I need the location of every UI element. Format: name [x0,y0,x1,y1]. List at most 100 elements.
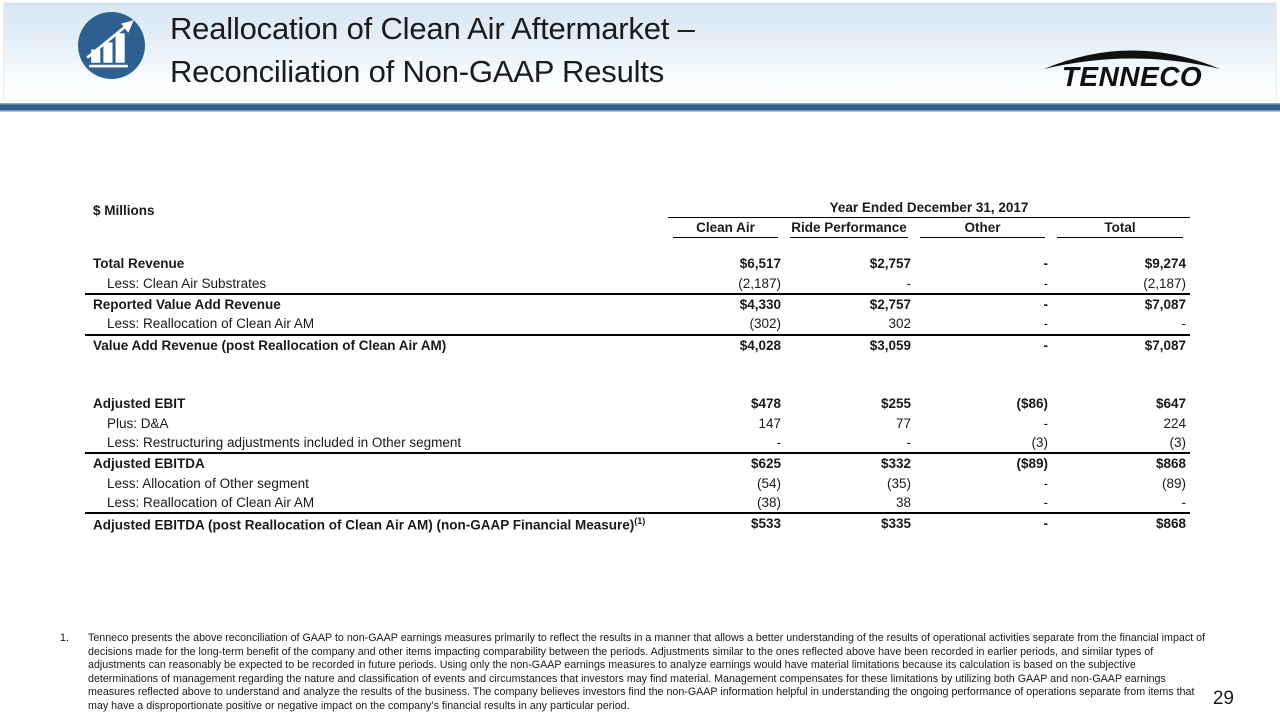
table-header-columns-row: Clean Air Ride Performance Other Total [85,219,1190,238]
value-cell: $3,059 [869,337,911,353]
value-cell: $2,757 [869,296,911,312]
revenue-section: Total Revenue $6,517 $2,757- $9,274 Less: Cl… [85,254,1190,355]
value-cell: $9,274 [1144,256,1186,272]
header-band [3,2,1277,101]
value-cell: - [1043,337,1049,353]
table-row: Reported Value Add Revenue $4,330 $2,757 - $… [85,292,1190,314]
value-cell: (89) [1161,475,1186,491]
value-cell: - [906,434,912,450]
footnote-reference: (1) [634,515,646,526]
value-cell: $332 [880,456,911,472]
row-label: Less: Clean Air Substrates [107,275,267,291]
value-cell: - [1043,495,1049,511]
header-divider-bar [0,103,1280,112]
table-row: Total Revenue $6,517 $2,757 - $9,274 [85,254,1190,273]
page-number: 29 [1212,688,1234,709]
value-cell: (38) [756,495,781,511]
value-cell: $7,087 [1144,296,1186,312]
footnote: 1. Tenneco presents the above reconcilia… [60,632,1206,714]
value-cell: ($86) [1016,396,1048,412]
header-spacer [85,219,668,238]
value-cell: (54) [756,475,781,491]
table-header-period-row: $ Millions Year Ended December 31, 2017 [85,200,1190,218]
value-cell: (35) [886,475,911,491]
row-label: Less: Allocation of Other segment [107,475,309,491]
table-row: Less: Restructuring adjustments included… [85,433,1190,452]
value-cell: - [776,434,782,450]
value-cell: - [1181,495,1187,511]
table-row: Less: Clean Air Substrates (2,187) - - (2,18… [85,273,1190,292]
value-cell: 38 [895,495,911,511]
table-row: Adjusted EBITDA (post Reallocation of Cl… [85,512,1190,533]
ebitda-section: Adjusted EBIT $478 $255 ($86) $647 Plus: D&A 1… [85,394,1190,534]
value-cell: - [1043,316,1049,332]
value-cell: - [1043,415,1049,431]
units-label: $ Millions [93,203,155,218]
value-cell: 147 [758,415,781,431]
value-cell: 77 [895,415,911,431]
column-header-total: Total [1052,219,1190,238]
value-cell: ($89) [1016,456,1048,472]
column-header-other: Other [915,219,1052,238]
bar-chart-arrow-icon [86,20,134,68]
title-line-2: Reconciliation of Non-GAAP Results [170,54,665,89]
table-row: Less: Allocation of Other segment (54) (35… [85,474,1190,493]
table-row: Adjusted EBIT $478 $255 ($86) $647 [85,394,1190,413]
footnote-text: Tenneco presents the above reconciliatio… [88,632,1206,712]
section-gap [85,355,1190,394]
value-cell: 302 [888,316,911,332]
title-line-1: Reallocation of Clean Air Aftermarket – [170,11,695,46]
row-label: Total Revenue [93,256,185,272]
value-cell: - [1181,316,1187,332]
value-cell: $868 [1155,456,1186,472]
row-label: Less: Reallocation of Clean Air AM [107,316,315,332]
footnote-number: 1. [60,632,69,644]
column-header-clean-air: Clean Air [668,219,785,238]
row-label: Reported Value Add Revenue [93,296,281,312]
value-cell: 224 [1163,415,1186,431]
tenneco-logo: TENNECO [1044,50,1220,92]
value-cell: $4,028 [739,337,781,353]
financial-table: $ Millions Year Ended December 31, 2017 … [85,200,1190,534]
growth-chart-icon [78,12,145,79]
value-cell: $7,087 [1144,337,1186,353]
table-row: Plus: D&A 147 77 - 224 [85,413,1190,432]
value-cell: - [1043,296,1049,312]
value-cell: $868 [1155,516,1186,532]
header-body-gap [85,238,1190,254]
value-cell: - [1043,516,1049,532]
value-cell: $6,517 [739,256,781,272]
value-cell: (2,187) [1143,275,1186,291]
table-row: Less: Reallocation of Clean Air AM (302) 3… [85,314,1190,333]
page-title: Reallocation of Clean Air Aftermarket – … [170,7,695,93]
row-label: Adjusted EBITDA [93,456,205,472]
value-cell: - [1043,475,1049,491]
value-cell: $478 [750,396,781,412]
value-cell: - [906,275,912,291]
value-cell: $255 [880,396,911,412]
row-label: Less: Reallocation of Clean Air AM [107,495,315,511]
row-label: Adjusted EBIT [93,396,186,412]
value-cell: (3) [1169,434,1187,450]
value-cell: $4,330 [739,296,781,312]
value-cell: $625 [750,456,781,472]
value-cell: - [1043,256,1049,272]
row-label: Less: Restructuring adjustments included… [107,434,462,450]
column-header-ride-performance: Ride Performance [785,219,915,238]
period-header: Year Ended December 31, 2017 [668,200,1190,218]
value-cell: (302) [749,316,781,332]
value-cell: $533 [750,516,781,532]
row-label: Plus: D&A [107,415,169,431]
table-row: Value Add Revenue (post Reallocation of … [85,333,1190,355]
tenneco-logo-text: TENNECO [1062,61,1202,92]
value-cell: $647 [1155,396,1186,412]
row-label: Value Add Revenue (post Reallocation of … [93,337,447,353]
value-cell: $2,757 [869,256,911,272]
table-row: Adjusted EBITDA $625 $332 ($89) $868 [85,452,1190,473]
value-cell: (2,187) [738,275,781,291]
row-label: Adjusted EBITDA (post Reallocation of Cl… [93,515,646,533]
value-cell: - [1043,275,1049,291]
value-cell: $335 [880,516,911,532]
table-row: Less: Reallocation of Clean Air AM (38) 38… [85,493,1190,512]
